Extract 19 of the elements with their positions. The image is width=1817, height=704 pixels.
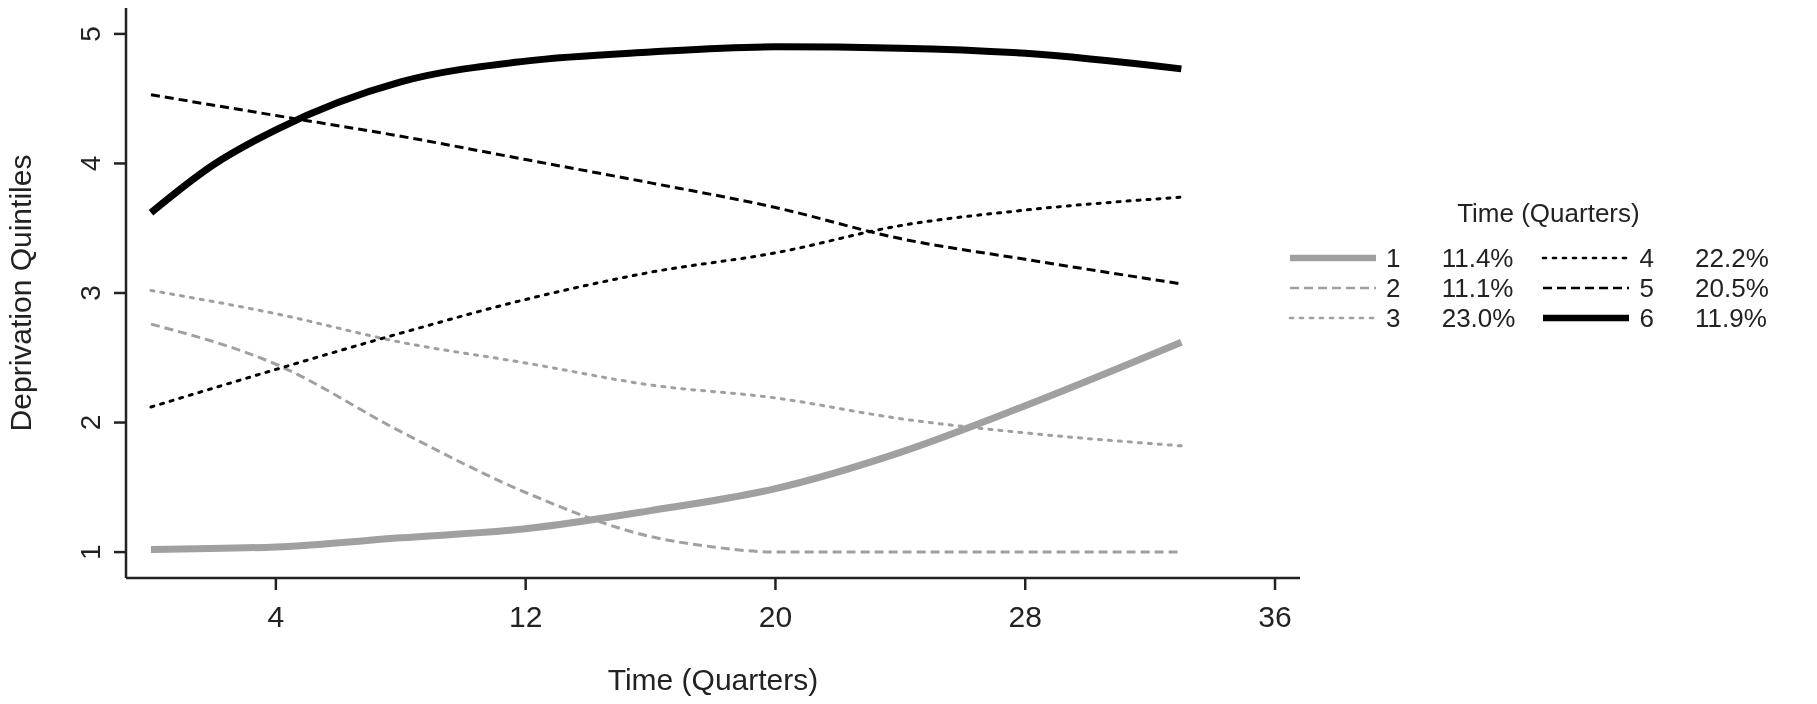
y-tick-label: 2 xyxy=(75,414,106,431)
y-tick-label: 4 xyxy=(75,155,106,172)
y-tick-label: 3 xyxy=(75,285,106,301)
y-tick-label: 1 xyxy=(75,544,106,560)
x-tick-label: 20 xyxy=(758,600,793,634)
legend-title: Time (Quarters) xyxy=(1456,198,1641,229)
legend-label: 5 20.5% xyxy=(1638,272,1769,304)
x-axis-title: Time (Quarters) xyxy=(607,663,819,696)
legend-label: 4 22.2% xyxy=(1638,242,1769,274)
x-tick-label: 12 xyxy=(508,600,543,634)
legend-label: 3 23.0% xyxy=(1385,302,1516,334)
x-tick-label: 4 xyxy=(267,600,285,634)
x-tick-label: 28 xyxy=(1008,600,1042,634)
x-tick-label: 36 xyxy=(1258,600,1292,634)
legend-label: 6 11.9% xyxy=(1638,302,1767,334)
y-axis-title: Deprivation Quintiles xyxy=(3,154,37,432)
legend-label: 2 11.1% xyxy=(1385,272,1514,304)
legend-label: 1 11.4% xyxy=(1385,242,1514,274)
y-tick-label: 5 xyxy=(75,26,106,42)
